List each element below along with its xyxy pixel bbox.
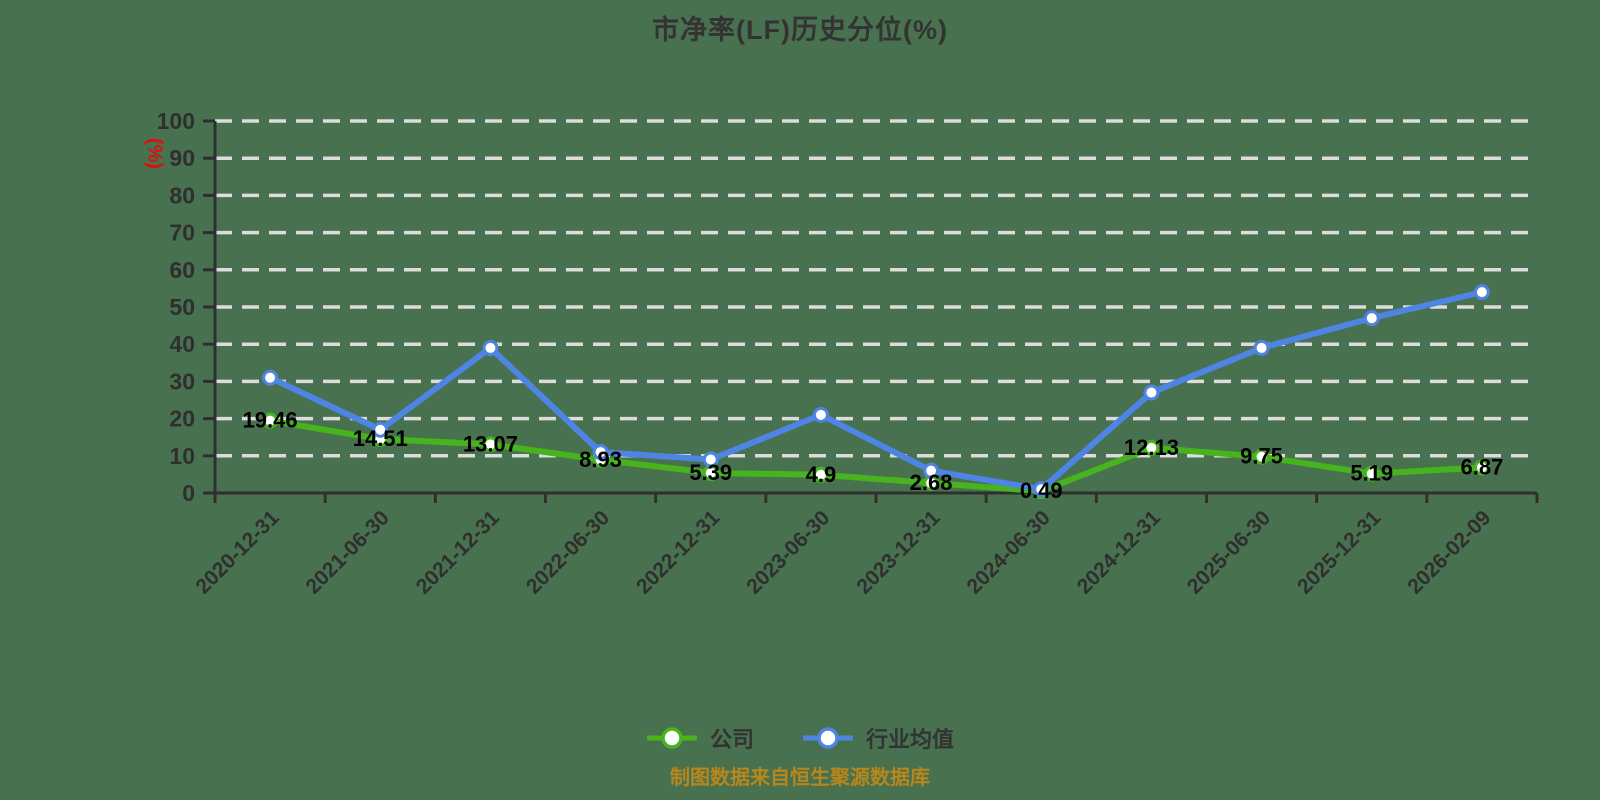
- industry-data-point: [1473, 284, 1490, 301]
- industry-data-point: [482, 339, 499, 356]
- x-axis-tick-label: 2020-12-31: [191, 506, 283, 598]
- industry-data-point: [1143, 384, 1160, 401]
- industry-data-point: [812, 406, 829, 423]
- company-data-point: [1253, 448, 1270, 465]
- industry-data-point: [1253, 339, 1270, 356]
- company-data-point: [262, 412, 279, 429]
- data-source-note: 制图数据来自恒生聚源数据库: [670, 767, 930, 789]
- y-axis-tick-label: 0: [182, 480, 195, 506]
- industry-data-point: [702, 451, 719, 468]
- x-axis-tick-label: 2023-06-30: [742, 506, 834, 598]
- industry-data-point: [372, 421, 389, 438]
- company-data-label: 0.49: [1020, 478, 1063, 503]
- industry-data-point: [1033, 481, 1050, 498]
- company-data-label: 8.93: [579, 447, 622, 472]
- company-data-point: [1473, 459, 1490, 476]
- y-axis-tick-label: 60: [169, 257, 195, 283]
- company-data-point: [1143, 439, 1160, 456]
- x-axis-tick-label: 2022-06-30: [522, 506, 614, 598]
- x-axis-tick-label: 2024-12-31: [1073, 506, 1165, 598]
- company-data-point: [812, 466, 829, 483]
- company-data-label: 5.19: [1350, 461, 1393, 486]
- y-axis-tick-label: 90: [169, 145, 195, 171]
- company-series-line: [267, 417, 1485, 495]
- x-axis-tick-label: 2023-12-31: [852, 506, 944, 598]
- company-legend-marker-icon: [646, 727, 697, 749]
- y-axis-tick-label: 100: [157, 108, 195, 134]
- legend-item-industry[interactable]: 行业均值: [802, 722, 954, 754]
- y-axis-tick-label: 50: [169, 294, 195, 320]
- y-axis-tick-label: 80: [169, 182, 195, 208]
- company-data-label: 19.46: [243, 408, 298, 433]
- y-axis-tick-label: 20: [169, 406, 195, 432]
- y-axis-tick-label: 10: [169, 443, 195, 469]
- industry-data-point: [592, 444, 609, 461]
- company-data-label: 14.51: [353, 426, 408, 451]
- company-data-label: 4.9: [806, 462, 837, 487]
- y-axis-tick-label: 30: [169, 368, 195, 394]
- legend-item-company[interactable]: 公司: [646, 722, 754, 754]
- legend-label-industry: 行业均值: [866, 727, 955, 752]
- x-axis-tick-label: 2026-02-09: [1403, 506, 1495, 598]
- x-axis-tick-label: 2021-06-30: [302, 506, 394, 598]
- industry-data-point: [1363, 310, 1380, 327]
- company-data-label: 6.87: [1461, 454, 1504, 479]
- company-data-point: [1363, 465, 1380, 482]
- company-data-point: [482, 436, 499, 453]
- y-axis-tick-label: 40: [169, 331, 195, 357]
- y-axis-tick-label: 70: [169, 220, 195, 246]
- legend-label-company: 公司: [709, 727, 754, 752]
- industry-legend-marker-icon: [803, 727, 853, 749]
- industry-series-line: [267, 289, 1485, 493]
- company-data-label: 9.75: [1240, 444, 1283, 469]
- industry-data-point: [923, 462, 940, 479]
- x-axis-tick-label: 2024-06-30: [963, 506, 1055, 598]
- x-axis-tick-label: 2021-12-31: [412, 506, 504, 598]
- industry-data-point: [262, 369, 279, 386]
- plot-area: 0 10 20 30 40 50 60 70 80 90 100 2020-12-31 2021-06-…: [157, 108, 1539, 598]
- x-axis-tick-label: 2025-06-30: [1183, 506, 1275, 598]
- company-data-label: 5.39: [689, 460, 732, 485]
- x-axis-tick-label: 2022-12-31: [632, 506, 724, 598]
- legend: 公司 行业均值: [0, 722, 1600, 754]
- company-data-label: 13.07: [463, 431, 518, 456]
- x-axis-tick-label: 2025-12-31: [1293, 506, 1385, 598]
- chart-title: 市净率(LF)历史分位(%): [652, 15, 948, 45]
- company-data-label: 2.68: [910, 470, 953, 495]
- company-data-label: 12.13: [1124, 435, 1179, 460]
